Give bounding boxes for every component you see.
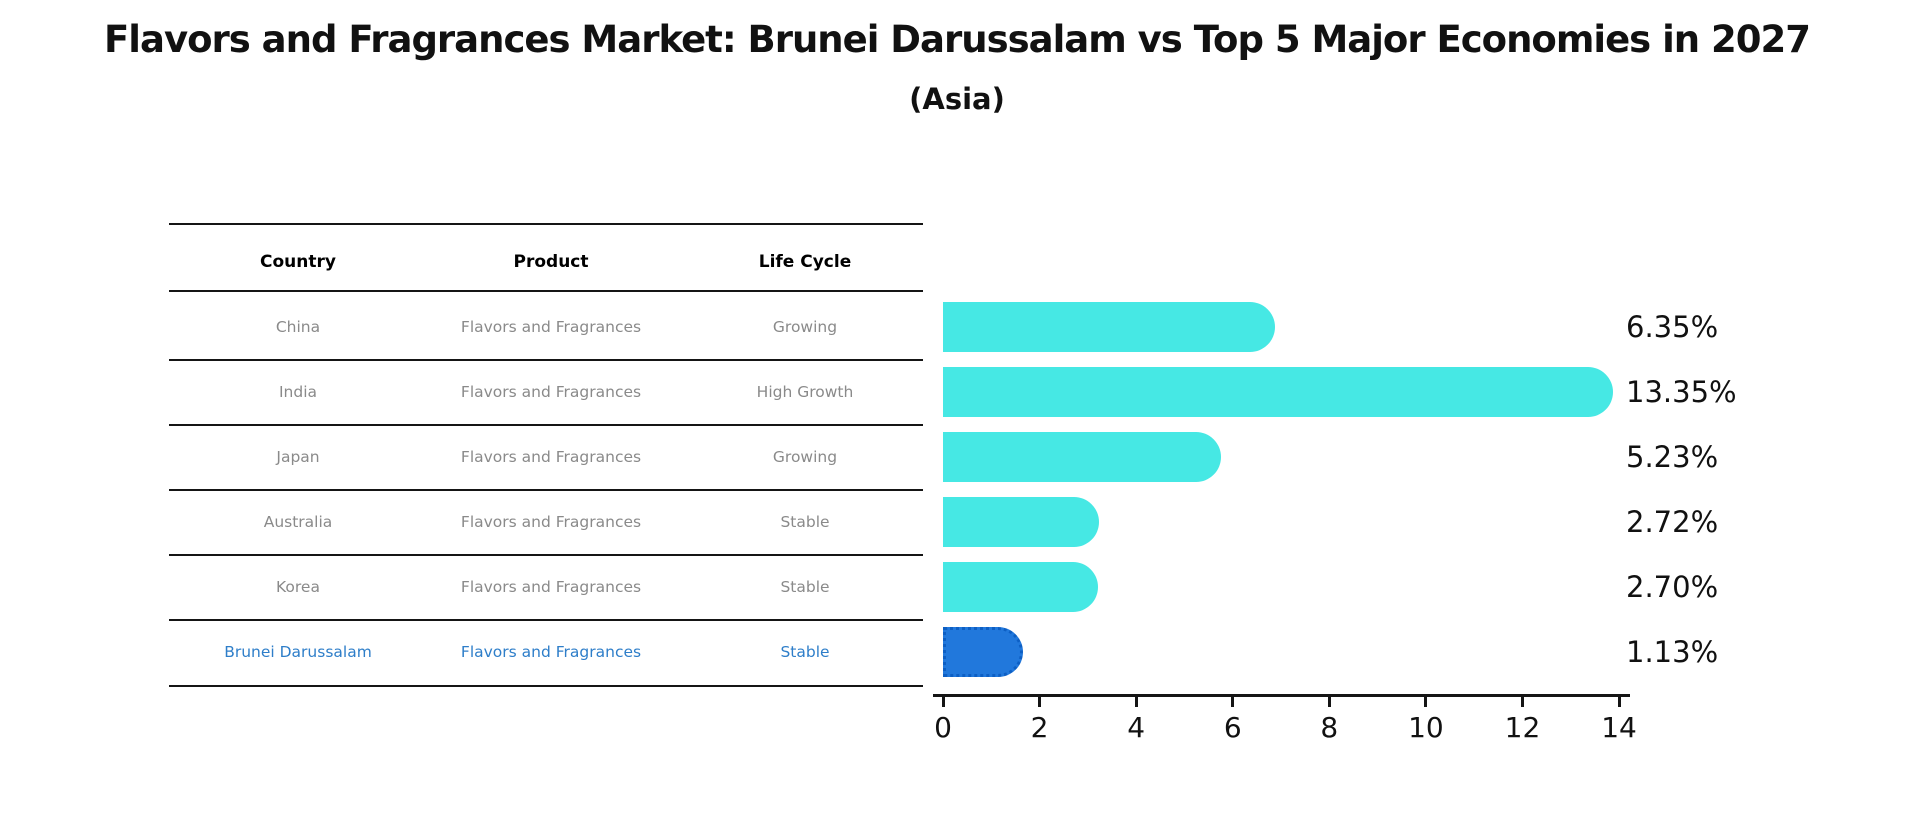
x-tick-label-4: 4 (1127, 711, 1146, 744)
table-cell-life-cycle-japan: Growing (772, 448, 838, 466)
x-tick-mark-2 (1038, 697, 1042, 707)
value-label-india: 13.35% (1626, 375, 1737, 409)
table-cell-country-japan: Japan (276, 448, 320, 466)
x-tick-label-8: 8 (1320, 711, 1339, 744)
x-axis-line (933, 694, 1630, 697)
table-cell-life-cycle-china: Growing (772, 318, 838, 336)
x-tick-mark-0 (941, 697, 945, 707)
table-line-6 (169, 619, 923, 621)
bar-japan (943, 432, 1221, 482)
table-cell-product-china: Flavors and Fragrances (460, 318, 642, 336)
value-label-china: 6.35% (1626, 310, 1719, 344)
x-tick-label-14: 14 (1601, 711, 1637, 744)
value-label-korea: 2.70% (1626, 570, 1719, 604)
x-tick-mark-4 (1134, 697, 1138, 707)
table-cell-country-brunei-darussalam: Brunei Darussalam (224, 643, 372, 661)
table-cell-life-cycle-korea: Stable (780, 578, 830, 596)
table-line-4 (169, 489, 923, 491)
table-cell-life-cycle-brunei-darussalam: Stable (780, 643, 830, 661)
x-tick-label-6: 6 (1223, 711, 1242, 744)
x-tick-mark-10 (1424, 697, 1428, 707)
bar-australia (943, 497, 1100, 547)
table-cell-country-australia: Australia (263, 513, 333, 531)
column-header-product: Product (513, 252, 589, 272)
value-label-brunei-darussalam: 1.13% (1626, 635, 1719, 669)
chart-title: Flavors and Fragrances Market: Brunei Da… (104, 18, 1811, 61)
x-tick-label-10: 10 (1408, 711, 1444, 744)
table-cell-country-china: China (275, 318, 321, 336)
x-tick-mark-6 (1231, 697, 1235, 707)
table-cell-country-india: India (278, 383, 318, 401)
column-header-life-cycle: Life Cycle (758, 252, 852, 272)
bar-china (943, 302, 1275, 352)
table-cell-product-korea: Flavors and Fragrances (460, 578, 642, 596)
x-tick-mark-12 (1520, 697, 1524, 707)
x-tick-label-12: 12 (1504, 711, 1541, 744)
bar-brunei-darussalam (943, 627, 1023, 677)
table-line-7 (169, 685, 923, 687)
x-tick-label-0: 0 (934, 711, 952, 744)
table-cell-country-korea: Korea (276, 578, 320, 596)
table-cell-product-australia: Flavors and Fragrances (460, 513, 642, 531)
x-tick-label-2: 2 (1030, 711, 1049, 744)
table-cell-life-cycle-india: High Growth (756, 383, 854, 401)
table-cell-product-india: Flavors and Fragrances (460, 383, 642, 401)
value-label-australia: 2.72% (1626, 505, 1719, 539)
table-line-2 (169, 359, 923, 361)
table-line-3 (169, 424, 923, 426)
table-cell-product-japan: Flavors and Fragrances (460, 448, 642, 466)
value-label-japan: 5.23% (1626, 440, 1719, 474)
x-tick-mark-14 (1617, 697, 1621, 707)
bar-india (943, 367, 1613, 417)
table-line-1 (169, 290, 923, 292)
table-line-0 (169, 223, 923, 225)
chart-subtitle: (Asia) (909, 82, 1005, 116)
column-header-country: Country (260, 252, 336, 272)
table-line-5 (169, 554, 923, 556)
x-tick-mark-8 (1327, 697, 1331, 707)
bar-korea (943, 562, 1099, 612)
table-cell-product-brunei-darussalam: Flavors and Fragrances (460, 643, 642, 661)
table-cell-life-cycle-australia: Stable (780, 513, 830, 531)
